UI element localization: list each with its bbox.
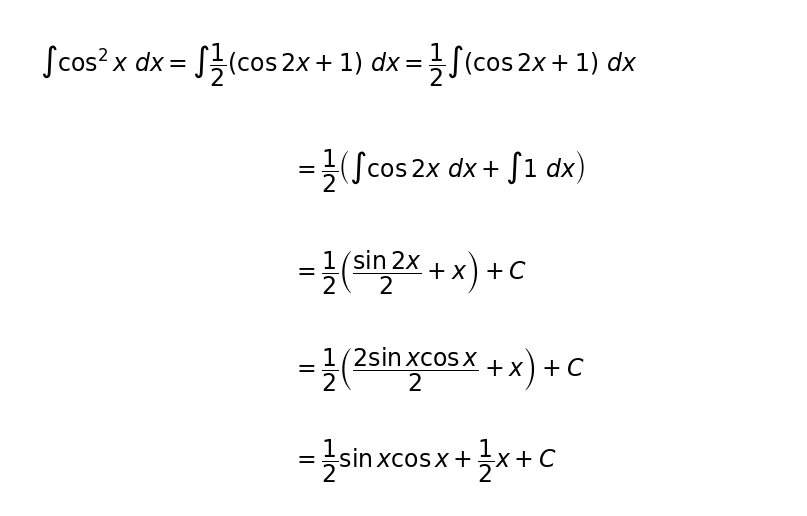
Text: $\int \cos^2 x \ dx = \int \dfrac{1}{2}(\cos 2x + 1) \ dx = \dfrac{1}{2}\int (\c: $\int \cos^2 x \ dx = \int \dfrac{1}{2}(… bbox=[40, 41, 638, 89]
Text: $= \dfrac{1}{2} \left(\int \cos 2x \ dx + \int 1 \ dx\right)$: $= \dfrac{1}{2} \left(\int \cos 2x \ dx … bbox=[291, 148, 584, 196]
Text: $= \dfrac{1}{2}\sin x \cos x + \dfrac{1}{2}x + C$: $= \dfrac{1}{2}\sin x \cos x + \dfrac{1}… bbox=[291, 438, 556, 485]
Text: $= \dfrac{1}{2} \left(\dfrac{\sin 2x}{2} + x\right) + C$: $= \dfrac{1}{2} \left(\dfrac{\sin 2x}{2}… bbox=[291, 249, 526, 297]
Text: $= \dfrac{1}{2} \left(\dfrac{2\sin x \cos x}{2} + x\right) + C$: $= \dfrac{1}{2} \left(\dfrac{2\sin x \co… bbox=[291, 346, 584, 394]
